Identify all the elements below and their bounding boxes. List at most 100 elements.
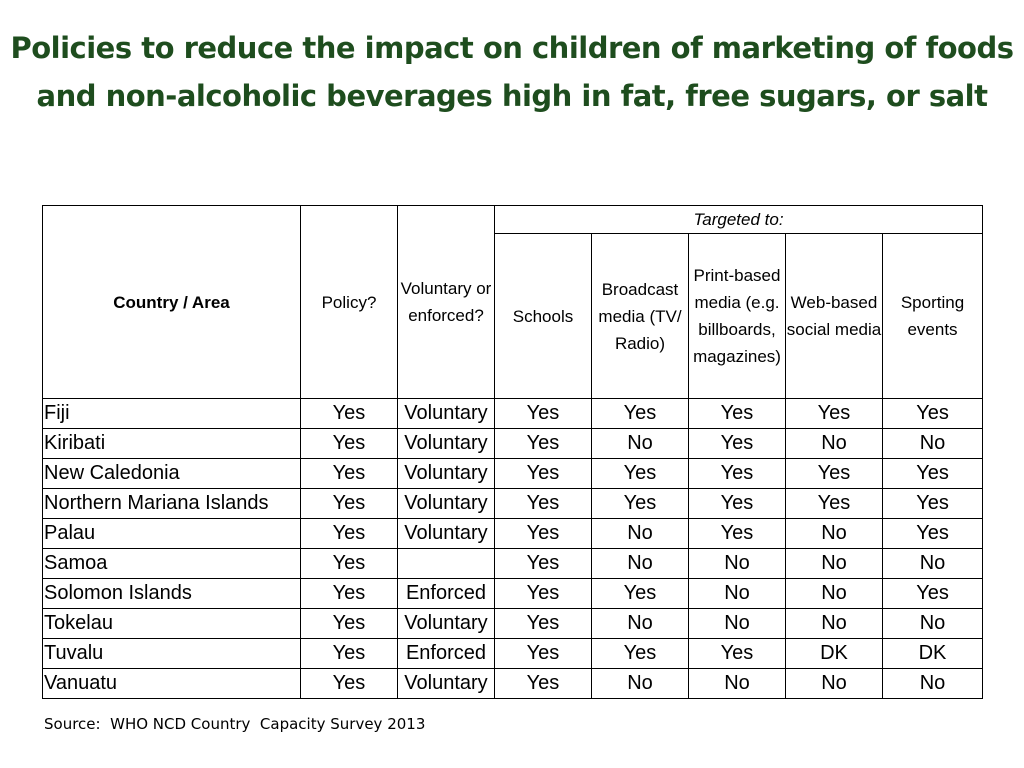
header-policy: Policy? xyxy=(300,205,398,399)
cell-web-social-media: No xyxy=(785,428,883,459)
cell-country: Fiji xyxy=(42,398,301,429)
cell-voluntary-enforced: Voluntary xyxy=(397,458,495,489)
policy-table: Country / Area Policy? Voluntary or enfo… xyxy=(42,205,984,699)
cell-schools: Yes xyxy=(494,578,592,609)
cell-country: Tokelau xyxy=(42,608,301,639)
cell-voluntary-enforced xyxy=(397,548,495,579)
header-voluntary-enforced: Voluntary or enforced? xyxy=(397,205,495,399)
policy-table-container: Country / Area Policy? Voluntary or enfo… xyxy=(42,205,984,699)
cell-policy: Yes xyxy=(300,458,398,489)
cell-voluntary-enforced: Voluntary xyxy=(397,428,495,459)
cell-schools: Yes xyxy=(494,548,592,579)
table-row: Vanuatu Yes Voluntary Yes No No No No xyxy=(42,668,984,699)
cell-policy: Yes xyxy=(300,398,398,429)
cell-web-social-media: No xyxy=(785,548,883,579)
cell-schools: Yes xyxy=(494,428,592,459)
table-row: New Caledonia Yes Voluntary Yes Yes Yes Yes Yes xyxy=(42,458,984,489)
cell-policy: Yes xyxy=(300,428,398,459)
cell-country: Northern Mariana Islands xyxy=(42,488,301,519)
cell-broadcast-media: No xyxy=(591,428,689,459)
source-note: Source: WHO NCD Country Capacity Survey … xyxy=(44,715,426,733)
cell-sporting-events: Yes xyxy=(881,488,984,519)
cell-schools: Yes xyxy=(494,458,592,489)
table-row: Kiribati Yes Voluntary Yes No Yes No No xyxy=(42,428,984,459)
cell-web-social-media: DK xyxy=(785,638,883,669)
cell-policy: Yes xyxy=(300,548,398,579)
header-schools: Schools xyxy=(494,233,592,399)
cell-sporting-events: Yes xyxy=(881,578,984,609)
cell-web-social-media: No xyxy=(785,668,883,699)
cell-country: Solomon Islands xyxy=(42,578,301,609)
cell-schools: Yes xyxy=(494,518,592,549)
cell-sporting-events: No xyxy=(881,608,984,639)
cell-sporting-events: DK xyxy=(881,638,984,669)
cell-voluntary-enforced: Enforced xyxy=(397,638,495,669)
header-print-media: Print-based media (e.g. billboards, maga… xyxy=(688,233,786,399)
cell-broadcast-media: No xyxy=(591,518,689,549)
cell-print-media: Yes xyxy=(688,428,786,459)
cell-print-media: No xyxy=(688,668,786,699)
cell-web-social-media: Yes xyxy=(785,458,883,489)
cell-broadcast-media: No xyxy=(591,608,689,639)
cell-web-social-media: Yes xyxy=(785,398,883,429)
table-row: Fiji Yes Voluntary Yes Yes Yes Yes Yes xyxy=(42,398,984,429)
cell-schools: Yes xyxy=(494,608,592,639)
cell-sporting-events: No xyxy=(881,668,984,699)
cell-broadcast-media: Yes xyxy=(591,488,689,519)
cell-broadcast-media: Yes xyxy=(591,398,689,429)
table-row: Samoa Yes Yes No No No No xyxy=(42,548,984,579)
cell-policy: Yes xyxy=(300,668,398,699)
cell-web-social-media: No xyxy=(785,608,883,639)
cell-print-media: Yes xyxy=(688,488,786,519)
cell-voluntary-enforced: Voluntary xyxy=(397,518,495,549)
cell-schools: Yes xyxy=(494,398,592,429)
header-broadcast-media: Broadcast media (TV/ Radio) xyxy=(591,233,689,399)
table-row: Tuvalu Yes Enforced Yes Yes Yes DK DK xyxy=(42,638,984,669)
header-country: Country / Area xyxy=(42,205,301,399)
cell-country: Vanuatu xyxy=(42,668,301,699)
cell-policy: Yes xyxy=(300,578,398,609)
header-targeted-to: Targeted to: xyxy=(493,205,984,234)
cell-broadcast-media: No xyxy=(591,668,689,699)
table-body: Fiji Yes Voluntary Yes Yes Yes Yes Yes Kiribati Y… xyxy=(42,398,984,699)
cell-print-media: Yes xyxy=(688,638,786,669)
cell-print-media: Yes xyxy=(688,458,786,489)
cell-voluntary-enforced: Voluntary xyxy=(397,668,495,699)
cell-broadcast-media: Yes xyxy=(591,458,689,489)
cell-sporting-events: Yes xyxy=(881,458,984,489)
cell-sporting-events: Yes xyxy=(881,518,984,549)
table-row: Northern Mariana Islands Yes Voluntary Yes Y… xyxy=(42,488,984,519)
cell-sporting-events: Yes xyxy=(881,398,984,429)
cell-sporting-events: No xyxy=(881,428,984,459)
cell-country: New Caledonia xyxy=(42,458,301,489)
cell-voluntary-enforced: Enforced xyxy=(397,578,495,609)
table-row: Palau Yes Voluntary Yes No Yes No Yes xyxy=(42,518,984,549)
cell-schools: Yes xyxy=(494,638,592,669)
cell-policy: Yes xyxy=(300,608,398,639)
cell-broadcast-media: Yes xyxy=(591,638,689,669)
cell-web-social-media: No xyxy=(785,518,883,549)
cell-voluntary-enforced: Voluntary xyxy=(397,608,495,639)
cell-print-media: Yes xyxy=(688,398,786,429)
slide-title: Policies to reduce the impact on childre… xyxy=(10,31,1014,113)
cell-print-media: No xyxy=(688,578,786,609)
cell-sporting-events: No xyxy=(881,548,984,579)
cell-policy: Yes xyxy=(300,488,398,519)
table-row: Solomon Islands Yes Enforced Yes Yes No No Yes xyxy=(42,578,984,609)
cell-voluntary-enforced: Voluntary xyxy=(397,398,495,429)
header-web-social-media: Web-based social media xyxy=(785,233,883,399)
cell-broadcast-media: Yes xyxy=(591,578,689,609)
cell-print-media: No xyxy=(688,548,786,579)
cell-country: Samoa xyxy=(42,548,301,579)
cell-country: Kiribati xyxy=(42,428,301,459)
cell-web-social-media: Yes xyxy=(785,488,883,519)
cell-print-media: No xyxy=(688,608,786,639)
table-row: Tokelau Yes Voluntary Yes No No No No xyxy=(42,608,984,639)
cell-broadcast-media: No xyxy=(591,548,689,579)
cell-voluntary-enforced: Voluntary xyxy=(397,488,495,519)
cell-schools: Yes xyxy=(494,668,592,699)
cell-web-social-media: No xyxy=(785,578,883,609)
cell-country: Palau xyxy=(42,518,301,549)
cell-schools: Yes xyxy=(494,488,592,519)
